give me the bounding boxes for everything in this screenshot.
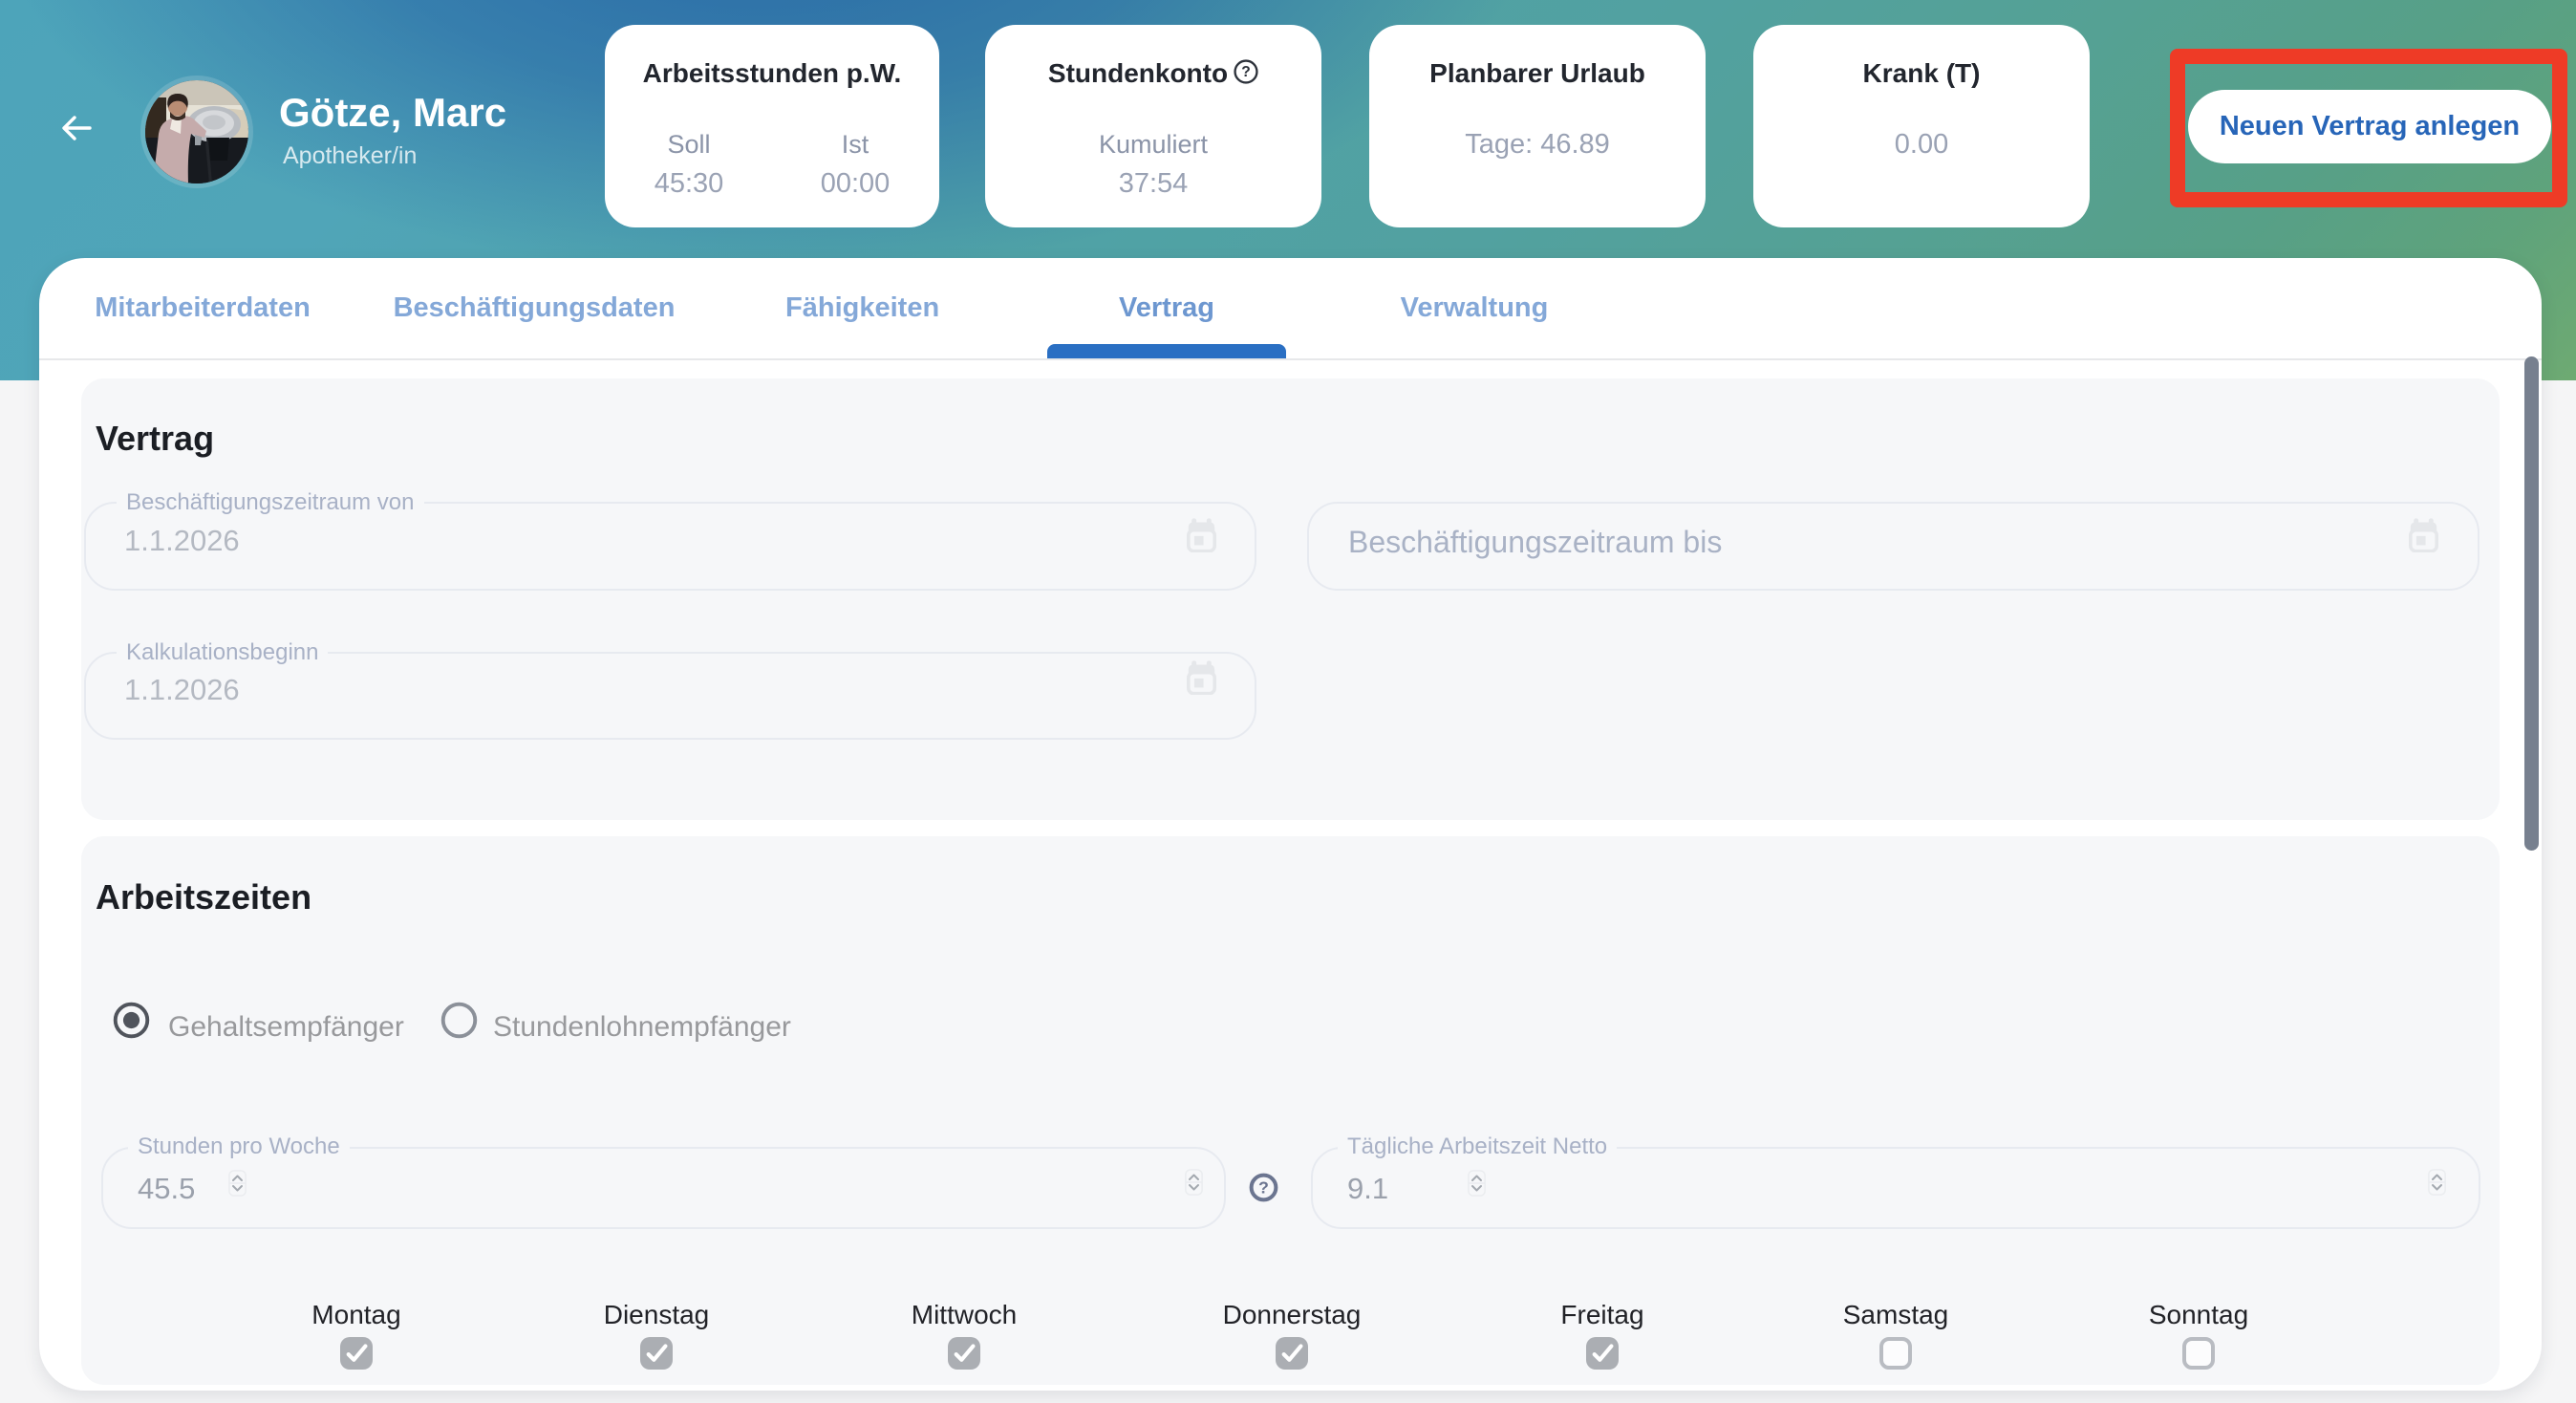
svg-text:?: ?: [1258, 1178, 1269, 1198]
svg-text:?: ?: [1241, 64, 1251, 80]
